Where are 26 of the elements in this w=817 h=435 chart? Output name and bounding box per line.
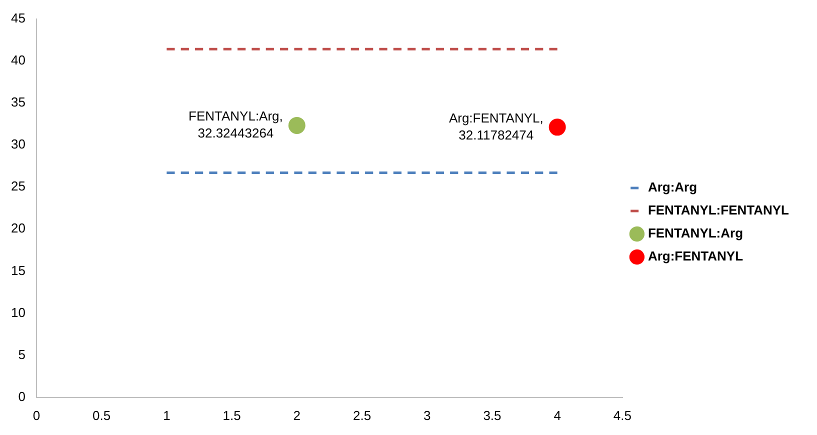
y-tick-label: 0 bbox=[18, 388, 26, 404]
y-tick-label: 40 bbox=[10, 52, 26, 68]
x-tick-label: 4 bbox=[554, 408, 561, 423]
y-tick-label: 30 bbox=[10, 136, 26, 152]
x-tick-label: 1 bbox=[163, 408, 170, 423]
x-tick-label: 3.5 bbox=[483, 408, 502, 423]
x-tick-label: 2.5 bbox=[352, 408, 372, 423]
y-tick-label: 5 bbox=[18, 346, 26, 362]
data-label: FENTANYL:Arg, 32.32443264 bbox=[188, 108, 283, 141]
x-tick-label: 0.5 bbox=[92, 408, 111, 423]
x-tick-label: 4.5 bbox=[613, 408, 632, 423]
y-tick-label: 20 bbox=[10, 220, 26, 236]
legend-label: FENTANYL:Arg bbox=[648, 226, 744, 241]
y-tick-label: 10 bbox=[10, 304, 26, 320]
data-label: Arg:FENTANYL, 32.11782474 bbox=[448, 110, 544, 142]
x-tick-label: 0 bbox=[32, 408, 40, 423]
y-tick-label: 45 bbox=[10, 10, 26, 26]
y-tick-label: 25 bbox=[10, 178, 26, 194]
legend-label: Arg:Arg bbox=[648, 180, 698, 195]
y-tick-label: 35 bbox=[10, 94, 26, 110]
x-tick-label: 2 bbox=[293, 408, 301, 423]
x-tick-label: 1.5 bbox=[222, 408, 241, 423]
y-tick-label: 15 bbox=[10, 262, 26, 278]
legend-label: Arg:FENTANYL bbox=[648, 248, 744, 264]
x-tick-label: 3 bbox=[424, 408, 431, 423]
legend-label: FENTANYL:FENTANYL bbox=[648, 202, 790, 218]
